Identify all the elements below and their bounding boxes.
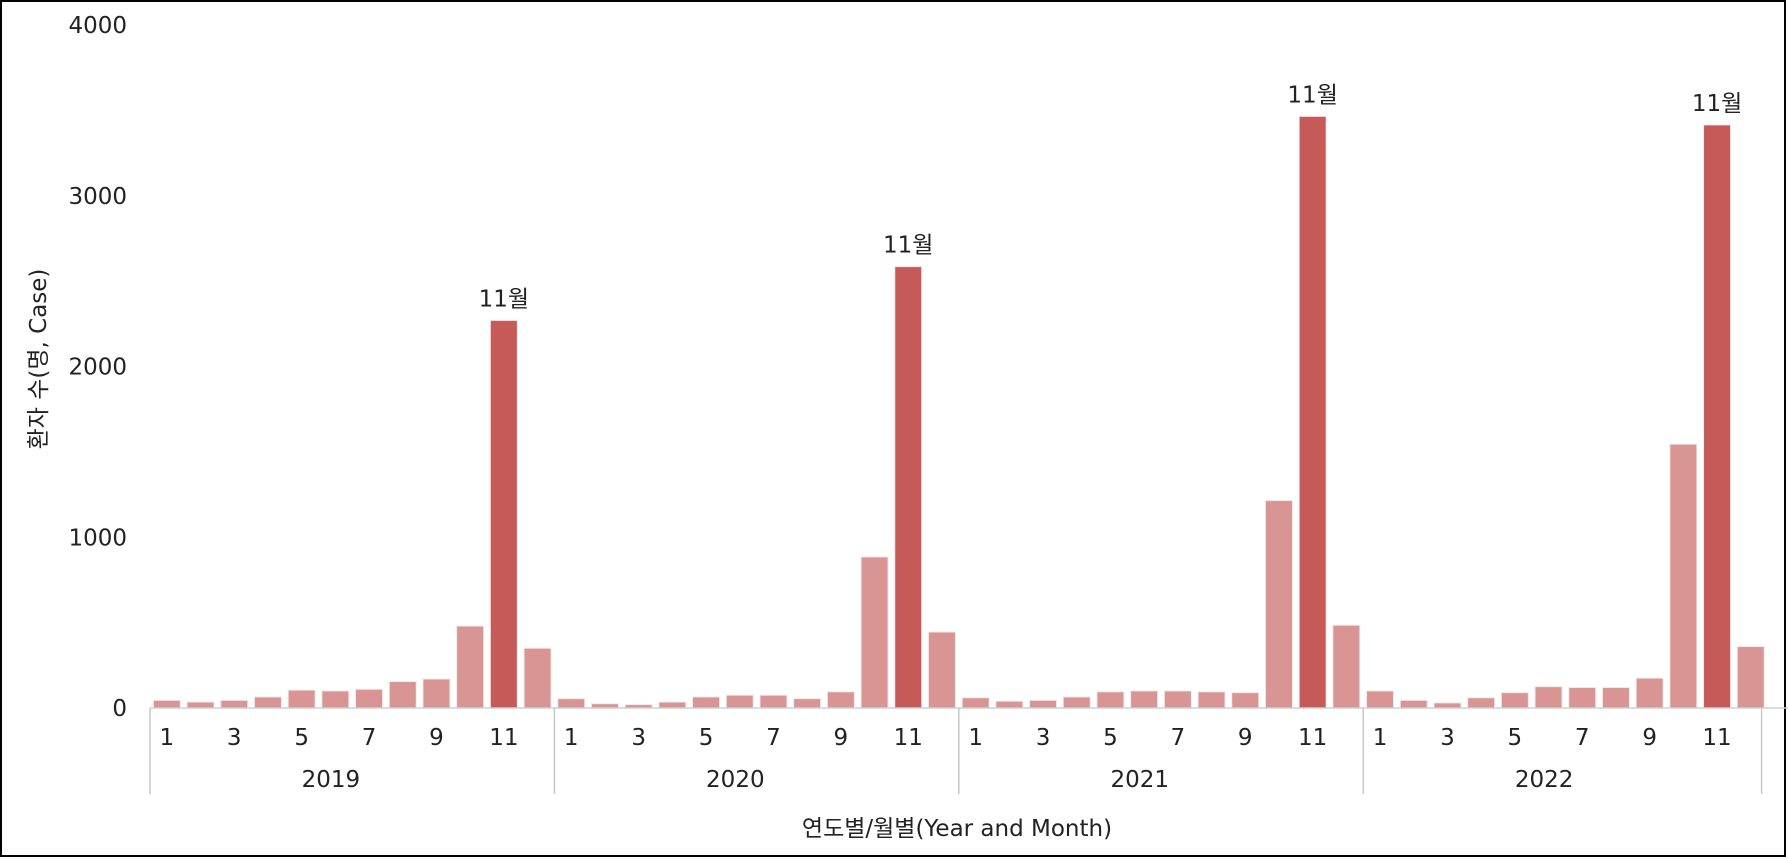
bar-series: 11월 11월 11월 11월: [152, 82, 1765, 709]
bar-2021-12: [1332, 624, 1361, 709]
bar-2021-9: [1231, 692, 1260, 709]
bar-2021-4: [1062, 696, 1091, 709]
bar-2022-5: [1500, 692, 1529, 709]
bar-2021-7: [1163, 690, 1192, 709]
y-axis: 0 1000 2000 3000 4000: [68, 13, 127, 722]
bar-2019-6: [321, 690, 350, 709]
bar-2019-5: [287, 689, 316, 709]
x-tick-year-label: 2022: [1515, 767, 1574, 793]
bar-2022-1: [1366, 690, 1395, 709]
bar-2020-11: [894, 266, 923, 709]
x-tick-year-label: 2019: [302, 767, 361, 793]
bar-2020-6: [725, 694, 754, 709]
bar-2021-6: [1130, 690, 1159, 709]
x-tick-month-label: 7: [1171, 725, 1186, 751]
x-tick-month-label: 11: [1702, 725, 1731, 751]
bar-2019-4: [253, 696, 282, 709]
x-tick-month-label: 11: [1298, 725, 1327, 751]
bar-2019-7: [355, 688, 384, 709]
x-tick-month-label: 5: [294, 725, 309, 751]
bar-2021-5: [1096, 691, 1125, 709]
bar-2021-2: [995, 700, 1024, 709]
x-tick-month-label: 9: [1642, 725, 1657, 751]
bar-2022-11: [1703, 124, 1732, 709]
x-tick-month-label: 9: [834, 725, 849, 751]
x-tick-month-label: 3: [631, 725, 646, 751]
bar-2022-7: [1568, 687, 1597, 709]
x-tick-month-label: 9: [1238, 725, 1253, 751]
bar-2022-3: [1433, 702, 1462, 709]
bar-2020-4: [658, 701, 687, 709]
x-tick-month-label: 7: [1575, 725, 1590, 751]
bar-2020-9: [826, 691, 855, 709]
x-tick-year-label: 2021: [1110, 767, 1169, 793]
bar-2019-8: [388, 681, 417, 709]
x-tick-month-label: 1: [160, 725, 175, 751]
x-tick-month-label: 5: [1508, 725, 1523, 751]
y-tick-label: 1000: [68, 525, 127, 551]
y-tick-label: 3000: [68, 184, 127, 210]
bar-2020-10: [860, 556, 889, 709]
bar-2019-3: [220, 699, 249, 709]
x-tick-month-label: 5: [1103, 725, 1118, 751]
bar-2022-2: [1399, 699, 1428, 709]
bar-2022-12: [1736, 646, 1765, 709]
bar-2022-4: [1467, 697, 1496, 709]
x-tick-month-label: 3: [1036, 725, 1051, 751]
x-axis: 1 3 5 7 9 11 2019 1 3 5 7 9 11 2020 1 3 5 7 9 11 2021 1 3 5 7 9 11…: [149, 707, 1788, 794]
x-tick-month-label: 9: [429, 725, 444, 751]
bar-2022-6: [1534, 686, 1563, 709]
x-tick-month-label: 11: [489, 725, 518, 751]
x-tick-month-label: 1: [564, 725, 579, 751]
x-tick-month-label: 11: [894, 725, 923, 751]
data-label-2021-peak: 11월: [1287, 82, 1337, 108]
y-tick-label: 2000: [68, 355, 127, 381]
x-tick-month-label: 1: [1373, 725, 1388, 751]
y-tick-label: 0: [112, 696, 127, 722]
bar-2021-3: [1029, 699, 1058, 709]
data-label-2022-peak: 11월: [1692, 91, 1742, 117]
x-axis-title: 연도별/월별(Year and Month): [802, 816, 1112, 842]
x-tick-month-label: 3: [227, 725, 242, 751]
bar-2022-9: [1635, 677, 1664, 709]
bar-2019-9: [422, 678, 451, 709]
x-tick-month-label: 7: [362, 725, 377, 751]
x-tick-month-label: 5: [699, 725, 714, 751]
bar-2021-11: [1298, 115, 1327, 709]
x-tick-month-label: 3: [1440, 725, 1455, 751]
bar-2020-12: [927, 631, 956, 709]
bar-2020-8: [793, 698, 822, 709]
data-label-2019-peak: 11월: [479, 286, 529, 312]
bar-2020-1: [557, 698, 586, 709]
bar-2019-1: [152, 699, 181, 709]
bar-2020-7: [759, 694, 788, 709]
bar-2021-1: [961, 697, 990, 709]
bar-2019-11: [489, 319, 518, 709]
x-tick-month-label: 7: [766, 725, 781, 751]
y-tick-label: 4000: [68, 13, 127, 39]
bar-2020-5: [692, 696, 721, 709]
bar-2022-8: [1601, 687, 1630, 709]
bar-2019-10: [456, 625, 485, 709]
x-tick-year-label: 2020: [706, 767, 765, 793]
bar-2022-10: [1669, 443, 1698, 709]
bar-2019-12: [523, 647, 552, 709]
y-axis-title: 환자 수(명, Case): [26, 269, 52, 450]
bar-2021-10: [1264, 500, 1293, 709]
x-tick-month-label: 1: [968, 725, 983, 751]
bar-2021-8: [1197, 691, 1226, 709]
bar-2019-2: [186, 701, 215, 709]
data-label-2020-peak: 11월: [883, 233, 933, 259]
